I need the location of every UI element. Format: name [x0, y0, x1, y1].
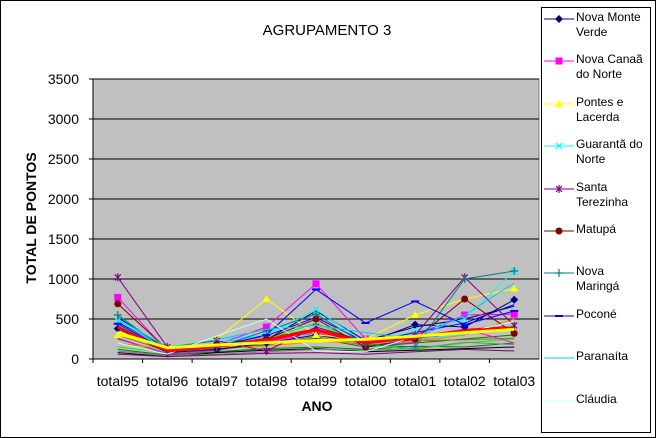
data-point — [510, 329, 518, 337]
x-tick-label: total96 — [146, 373, 188, 389]
series-line — [117, 282, 515, 348]
x-axis-ticks: total95 total96 total97 total98 total99 total… — [92, 359, 535, 389]
x-axis-label: ANO — [301, 398, 332, 414]
background-series-line — [117, 342, 515, 356]
legend-label: Pontes e Lacerda — [576, 94, 624, 124]
data-point — [411, 311, 420, 318]
legend-swatch — [544, 99, 574, 107]
legend-swatch — [544, 227, 574, 235]
data-point — [113, 311, 122, 319]
data-point — [460, 275, 469, 283]
legend-item: Paranaíta — [542, 347, 650, 391]
legend-item: Guarantã do Norte — [542, 135, 650, 179]
x-tick-label: total95 — [97, 373, 139, 389]
legend-swatch-marker — [555, 184, 563, 193]
legend: Nova Monte Verde Nova Canaã do Norte Ponte… — [541, 7, 651, 433]
data-point — [312, 331, 320, 338]
data-point — [411, 343, 420, 351]
background-series-line — [117, 348, 515, 358]
data-point — [114, 273, 122, 282]
y-axis-label: TOTAL DE PONTOS — [23, 152, 39, 283]
data-point — [510, 267, 519, 275]
legend-swatch-marker — [555, 269, 563, 278]
legend-label: Nova Canaã do Norte — [576, 52, 643, 82]
legend-swatch-marker — [555, 142, 563, 150]
legend-swatch — [544, 15, 574, 23]
y-tick-label: 2000 — [48, 191, 79, 207]
legend-label: Paranaíta — [576, 349, 629, 364]
legend-swatch-marker — [555, 99, 563, 107]
y-tick-label: 0 — [71, 351, 79, 367]
series-group — [117, 282, 515, 348]
data-point — [114, 317, 122, 325]
legend-item: Poconé — [542, 305, 650, 349]
gridlines — [93, 78, 539, 320]
legend-item: Nova Maringá — [542, 262, 650, 306]
legend-swatch-marker — [555, 227, 563, 235]
legend-item: Matupá — [542, 220, 650, 264]
data-point — [411, 320, 420, 329]
y-tick-label: 1000 — [48, 271, 79, 287]
trend-line — [117, 327, 515, 350]
legend-item: Pontes e Lacerda — [542, 93, 650, 137]
data-point — [510, 310, 518, 318]
legend-label: Santa Terezinha — [576, 179, 629, 209]
y-tick-label: 500 — [56, 311, 80, 327]
data-point — [312, 305, 320, 313]
legend-label: Poconé — [576, 306, 617, 321]
legend-swatch — [544, 57, 574, 65]
data-point — [312, 310, 320, 319]
x-tick-label: total00 — [345, 373, 387, 389]
legend-swatch-marker — [555, 15, 563, 23]
legend-swatch — [544, 184, 574, 193]
data-point — [510, 284, 519, 292]
legend-label: Matupá — [576, 222, 617, 236]
legend-item: Nova Canaã do Norte — [542, 50, 650, 94]
legend-swatch-marker — [555, 57, 563, 65]
legend-swatch — [544, 400, 574, 402]
legend-item: Cláudia — [542, 390, 650, 434]
legend-label: Nova Monte Verde — [576, 10, 641, 39]
series-lines — [113, 267, 519, 357]
background-series-line — [117, 341, 515, 357]
chart-title: AGRUPAMENTO 3 — [263, 22, 392, 39]
data-point — [114, 293, 122, 301]
data-point — [510, 295, 519, 304]
legend-label: Guarantã do Norte — [576, 137, 643, 167]
x-tick-label: total98 — [245, 373, 287, 389]
data-point — [461, 295, 469, 303]
legend-label: Nova Maringá — [576, 264, 620, 294]
x-tick-label: total02 — [444, 373, 486, 389]
data-point — [263, 347, 270, 355]
y-tick-label: 3500 — [48, 71, 79, 87]
legend-swatch — [544, 357, 574, 359]
data-point — [262, 327, 271, 335]
data-point — [312, 280, 320, 288]
legend-item: Santa Terezinha — [542, 178, 650, 222]
x-tick-label: total01 — [394, 373, 436, 389]
x-tick-label: total97 — [196, 373, 238, 389]
legend-swatch — [544, 269, 574, 278]
y-axis-ticks: 0 500 1000 1500 2000 2500 3000 3500 — [48, 71, 93, 367]
y-tick-label: 1500 — [48, 231, 79, 247]
legend-label: Cláudia — [576, 391, 617, 406]
legend-swatch — [544, 142, 574, 150]
data-point — [262, 295, 271, 302]
legend-item: Nova Monte Verde — [542, 8, 650, 52]
y-tick-label: 2500 — [48, 151, 79, 167]
x-tick-label: total03 — [493, 373, 535, 389]
data-point — [114, 300, 122, 308]
y-tick-label: 3000 — [48, 111, 79, 127]
data-point — [312, 315, 320, 323]
x-tick-label: total99 — [295, 373, 337, 389]
legend-swatch — [544, 314, 574, 317]
data-point — [113, 331, 122, 338]
data-point — [461, 315, 469, 323]
